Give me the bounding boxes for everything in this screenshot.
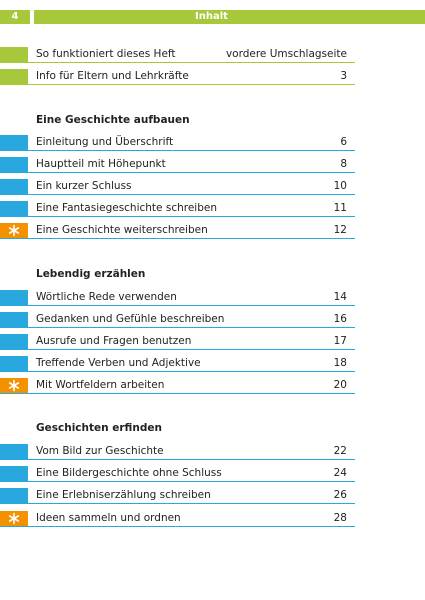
entry-title: Mit Wortfeldern arbeiten: [36, 379, 165, 391]
entry-title: Eine Fantasiegeschichte schreiben: [36, 202, 217, 214]
entry-page: 16: [333, 313, 347, 325]
marker: [0, 135, 28, 150]
page-title: Inhalt: [34, 10, 425, 24]
entry-title: Einleitung und Überschrift: [36, 136, 174, 148]
toc-row: Eine Fantasiegeschichte schreiben 11: [0, 201, 355, 217]
marker: [0, 356, 28, 371]
marker: [0, 511, 28, 526]
star-icon: [8, 224, 20, 237]
entry-page: 24: [333, 467, 347, 479]
toc-row: Mit Wortfeldern arbeiten 20: [0, 378, 355, 394]
toc-row: Hauptteil mit Höhepunkt 8: [0, 157, 355, 173]
entry-title: Eine Geschichte weiterschreiben: [36, 224, 208, 236]
entry-page: 28: [333, 512, 347, 524]
marker: [0, 201, 28, 216]
toc-row: Eine Bildergeschichte ohne Schluss 24: [0, 466, 355, 482]
entry-title: Gedanken und Gefühle beschreiben: [36, 313, 225, 325]
entry-title: Vom Bild zur Geschichte: [36, 445, 164, 457]
toc-row: Vom Bild zur Geschichte 22: [0, 444, 355, 460]
entry-title: Eine Bildergeschichte ohne Schluss: [36, 467, 222, 479]
marker: [0, 466, 28, 481]
entry-page: 6: [340, 136, 347, 148]
toc-row: Ausrufe und Fragen benutzen 17: [0, 334, 355, 350]
toc-row: Ein kurzer Schluss 10: [0, 179, 355, 195]
section-heading: Eine Geschichte aufbauen: [36, 114, 190, 126]
entry-title: So funktioniert dieses Heft: [36, 48, 176, 60]
entry-page: 18: [333, 357, 347, 369]
entry-page: 17: [333, 335, 347, 347]
toc-row: Info für Eltern und Lehrkräfte 3: [0, 69, 355, 85]
toc-row: Einleitung und Überschrift 6: [0, 135, 355, 151]
entry-page: 11: [333, 202, 347, 214]
toc-row: Gedanken und Gefühle beschreiben 16: [0, 312, 355, 328]
marker: [0, 69, 28, 84]
entry-title: Hauptteil mit Höhepunkt: [36, 158, 166, 170]
marker: [0, 179, 28, 194]
entry-page: 8: [340, 158, 347, 170]
entry-title: Eine Erlebniserzählung schreiben: [36, 489, 211, 501]
marker: [0, 290, 28, 305]
toc-row: Eine Geschichte weiterschreiben 12: [0, 223, 355, 239]
marker: [0, 378, 28, 393]
entry-page: vordere Umschlagseite: [225, 48, 347, 60]
entry-title: Ausrufe und Fragen benutzen: [36, 335, 192, 347]
entry-title: Treffende Verben und Adjektive: [36, 357, 201, 369]
entry-page: 12: [333, 224, 347, 236]
entry-page: 14: [333, 291, 347, 303]
marker: [0, 223, 28, 238]
marker: [0, 312, 28, 327]
toc-row: Treffende Verben und Adjektive 18: [0, 356, 355, 372]
entry-page: 22: [333, 445, 347, 457]
marker: [0, 47, 28, 62]
toc-row: Ideen sammeln und ordnen 28: [0, 511, 355, 527]
entry-title: Ein kurzer Schluss: [36, 180, 132, 192]
section-heading: Lebendig erzählen: [36, 268, 146, 280]
page-number: 4: [0, 10, 30, 24]
toc-row: Eine Erlebniserzählung schreiben 26: [0, 488, 355, 504]
marker: [0, 444, 28, 459]
toc-row: Wörtliche Rede verwenden 14: [0, 290, 355, 306]
star-icon: [8, 512, 20, 525]
entry-page: 3: [340, 70, 347, 82]
star-icon: [8, 379, 20, 392]
entry-title: Info für Eltern und Lehrkräfte: [36, 70, 189, 82]
entry-title: Wörtliche Rede verwenden: [36, 291, 177, 303]
marker: [0, 488, 28, 503]
entry-title: Ideen sammeln und ordnen: [36, 512, 181, 524]
entry-page: 10: [333, 180, 347, 192]
section-heading: Geschichten erfinden: [36, 422, 162, 434]
toc-row: So funktioniert dieses Heft vordere Umsch…: [0, 47, 355, 63]
marker: [0, 157, 28, 172]
entry-page: 26: [333, 489, 347, 501]
entry-page: 20: [333, 379, 347, 391]
marker: [0, 334, 28, 349]
